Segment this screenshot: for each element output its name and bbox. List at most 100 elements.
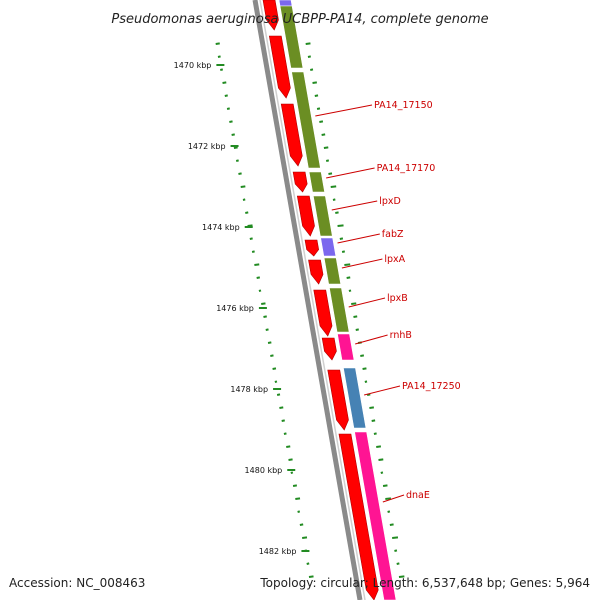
cds-arrow (313, 289, 333, 337)
cog-block (329, 287, 350, 333)
gc-mark (240, 185, 246, 188)
gc-mark (396, 562, 400, 565)
accession-text: Accession: NC_008463 (9, 576, 146, 590)
gc-mark (224, 94, 228, 97)
cog-block (354, 431, 397, 600)
gc-mark (364, 380, 368, 383)
gc-mark (337, 224, 344, 227)
cog-block (279, 5, 304, 69)
cds-arrow (292, 171, 308, 193)
gene-label: PA14_17250 (402, 381, 461, 392)
cds-arrow (280, 103, 303, 167)
gc-mark (288, 458, 293, 461)
gc-mark (378, 458, 384, 461)
gc-mark (295, 497, 301, 500)
gc-mark (307, 55, 311, 58)
gc-mark (351, 302, 357, 305)
kbp-tick-label: 1478 kbp (230, 385, 268, 394)
gc-mark (314, 94, 319, 97)
gene-label: rnhB (390, 330, 412, 341)
kbp-tick-label: 1472 kbp (188, 142, 226, 151)
cog-block (312, 195, 333, 237)
gc-mark (254, 263, 260, 266)
cds-arrow (262, 0, 279, 31)
gc-mark (316, 107, 321, 110)
gc-mark (335, 211, 339, 214)
kbp-tick-label: 1480 kbp (245, 466, 283, 475)
gc-mark (286, 445, 291, 448)
gc-mark (346, 276, 351, 279)
cog-track (278, 0, 397, 600)
gc-mark (371, 419, 376, 422)
gc-mark (330, 185, 337, 188)
cog-block (337, 333, 355, 361)
gc-content-track (305, 42, 405, 578)
gc-mark (319, 120, 324, 123)
cds-track (262, 0, 379, 600)
gc-mark (297, 510, 301, 513)
gc-mark (341, 250, 346, 253)
gene-label: lpxD (379, 196, 401, 207)
gene-leader-line (382, 494, 405, 503)
backbone-shadow (259, 0, 366, 600)
cog-block (291, 71, 321, 169)
gene-label: PA14_17170 (377, 163, 436, 174)
gc-mark (332, 198, 336, 201)
gc-mark (238, 172, 242, 175)
gc-mark (231, 133, 235, 136)
gc-mark (258, 289, 262, 292)
map-title: Pseudomonas aeruginosa UCBPP-PA14, compl… (111, 12, 488, 27)
backbone-track (252, 0, 366, 600)
gc-mark (321, 133, 326, 136)
gene-leader-line (315, 104, 373, 117)
gc-mark (339, 237, 344, 240)
cds-arrow (296, 195, 315, 237)
kbp-tick-label: 1470 kbp (174, 61, 212, 70)
gc-mark (310, 68, 314, 71)
cog-block (308, 171, 325, 193)
gc-mark (369, 406, 374, 409)
gc-mark (355, 328, 359, 331)
kbp-tick-label: 1476 kbp (216, 304, 254, 313)
cds-arrow (268, 35, 291, 99)
gc-mark (308, 575, 314, 578)
gene-leader-line (341, 258, 383, 269)
gc-mark (325, 159, 330, 162)
genome-summary-text: Topology: circular; Length: 6,537,648 bp… (260, 576, 590, 590)
gc-mark (276, 393, 281, 396)
gc-mark (247, 224, 253, 227)
gc-mark (376, 445, 382, 448)
kbp-tick-track: 1470 kbp 1472 kbp 1474 kbp 1476 kbp 1478 kbp… (174, 61, 310, 556)
gc-mark (229, 120, 233, 123)
gc-mark (328, 172, 333, 175)
gc-mark (283, 432, 287, 435)
gene-leader-line (326, 167, 375, 179)
gc-mark (222, 81, 227, 84)
gc-mark (299, 523, 304, 526)
gc-mark (360, 354, 365, 357)
gc-mark (385, 497, 392, 500)
kbp-tick-label: 1474 kbp (202, 223, 240, 232)
gc-mark (348, 289, 352, 292)
gc-mark (292, 484, 298, 487)
gc-mark (389, 523, 394, 526)
gc-mark (306, 562, 310, 565)
gc-mark (344, 263, 351, 266)
gc-mark (220, 68, 224, 71)
gc-mark (398, 575, 405, 578)
gc-mark (353, 315, 358, 318)
gene-label: lpxB (387, 293, 408, 304)
gc-mark (249, 237, 253, 240)
gc-mark (235, 159, 239, 162)
cds-arrow (304, 239, 319, 257)
gc-mark (382, 484, 388, 487)
gc-mark (215, 42, 220, 45)
gc-mark (267, 341, 272, 344)
gc-mark (302, 536, 308, 539)
gene-label: PA14_17150 (374, 100, 433, 111)
gc-mark (226, 107, 230, 110)
gc-mark (373, 432, 377, 435)
gene-leader-line (364, 385, 401, 396)
gc-mark (394, 549, 398, 552)
